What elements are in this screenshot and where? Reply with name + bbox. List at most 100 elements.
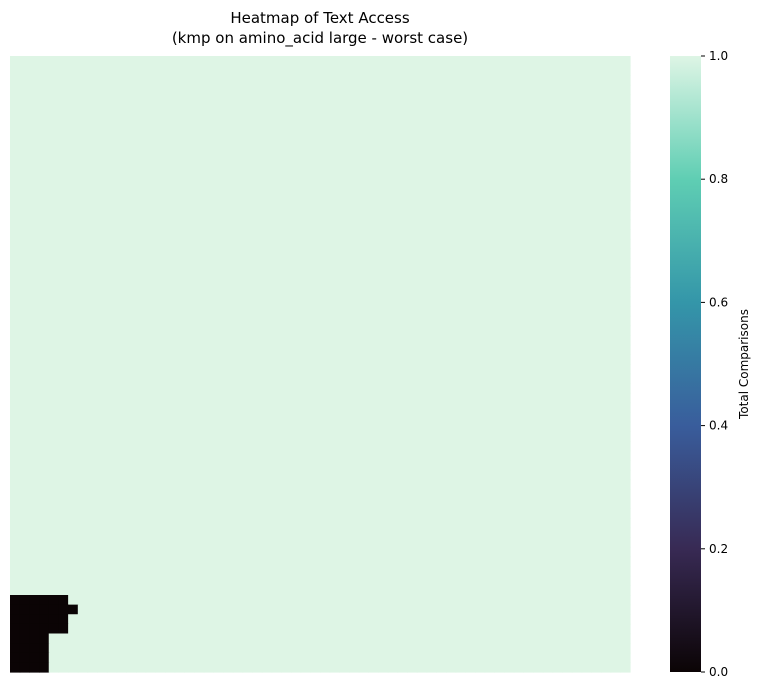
heatmap-cell [48,142,60,153]
heatmap-cell [58,190,69,201]
heatmap-cell [504,364,515,375]
heatmap-cell [591,575,602,586]
heatmap-cell [174,258,185,269]
heatmap-cell [19,267,30,278]
heatmap-cell [610,364,621,375]
heatmap-cell [368,614,379,625]
heatmap-cell [368,171,379,182]
heatmap-cell [600,546,612,558]
heatmap-cell [513,325,525,336]
heatmap-cell [378,142,389,153]
heatmap-cell [484,575,495,586]
heatmap-cell [620,546,631,558]
heatmap-cell [475,113,486,124]
heatmap-cell [106,402,118,413]
heatmap-cell [174,421,185,432]
heatmap-cell [610,267,621,278]
heatmap-cell [387,84,399,96]
heatmap-cell [378,287,389,298]
heatmap-cell [310,296,321,307]
heatmap-cell [116,421,127,432]
heatmap-cell [165,287,176,298]
heatmap-cell [368,84,379,96]
heatmap-cell [271,229,282,240]
heatmap-cell [378,489,389,500]
heatmap-cell [281,556,292,567]
heatmap-cell [475,65,486,76]
heatmap-cell [290,575,302,586]
heatmap-cell [290,152,302,163]
heatmap-cell [426,238,437,250]
heatmap-cell [484,344,495,355]
heatmap-cell [29,94,40,105]
heatmap-cell [600,354,612,365]
heatmap-cell [600,402,612,413]
heatmap-cell [290,662,302,673]
heatmap-cell [620,441,631,452]
heatmap-cell [407,248,418,259]
heatmap-cell [281,219,292,230]
heatmap-cell [184,652,195,663]
heatmap-cell [213,171,224,182]
heatmap-cell [290,335,302,346]
heatmap-cell [261,287,273,298]
heatmap-cell [620,479,631,490]
heatmap-cell [591,652,602,663]
heatmap-cell [320,566,331,577]
heatmap-cell [58,161,69,173]
heatmap-cell [329,469,340,481]
heatmap-cell [97,421,108,432]
heatmap-cell [184,287,195,298]
heatmap-cell [39,441,50,452]
heatmap-cell [242,296,253,307]
heatmap-cell [203,161,215,173]
heatmap-cell [310,277,321,288]
heatmap-cell [29,152,40,163]
heatmap-cell [455,344,466,355]
heatmap-cell [184,315,195,327]
heatmap-cell [358,152,370,163]
heatmap-cell [339,306,350,317]
heatmap-cell [368,287,379,298]
heatmap-cell [416,518,428,529]
heatmap-cell [290,344,302,355]
heatmap-cell [445,56,457,67]
heatmap-cell [513,364,525,375]
heatmap-cell [310,306,321,317]
heatmap-cell [135,354,147,365]
heatmap-cell [387,75,399,86]
heatmap-cell [145,518,156,529]
heatmap-cell [552,210,563,221]
heatmap-cell [494,392,505,404]
heatmap-cell [184,431,195,442]
heatmap-cell [445,171,457,182]
heatmap-cell [97,219,108,230]
heatmap-cell [562,229,573,240]
heatmap-cell [106,94,118,105]
heatmap-cell [426,344,437,355]
heatmap-cell [194,190,205,201]
heatmap-cell [223,248,234,259]
heatmap-cell [426,190,437,201]
heatmap-cell [116,392,127,404]
heatmap-cell [126,296,137,307]
heatmap-cell [155,267,166,278]
heatmap-cell [271,248,282,259]
heatmap-cell [329,161,340,173]
heatmap-cell [155,450,166,461]
heatmap-cell [329,152,340,163]
heatmap-cell [310,248,321,259]
heatmap-cell [591,65,602,76]
heatmap-cell [484,161,495,173]
heatmap-cell [232,412,244,423]
heatmap-cell [271,402,282,413]
heatmap-cell [484,508,495,519]
heatmap-cell [261,181,273,192]
heatmap-cell [48,181,60,192]
heatmap-cell [97,354,108,365]
heatmap-cell [29,238,40,250]
heatmap-cell [232,508,244,519]
heatmap-cell [203,469,215,481]
heatmap-cell [368,104,379,115]
heatmap-cell [407,104,418,115]
